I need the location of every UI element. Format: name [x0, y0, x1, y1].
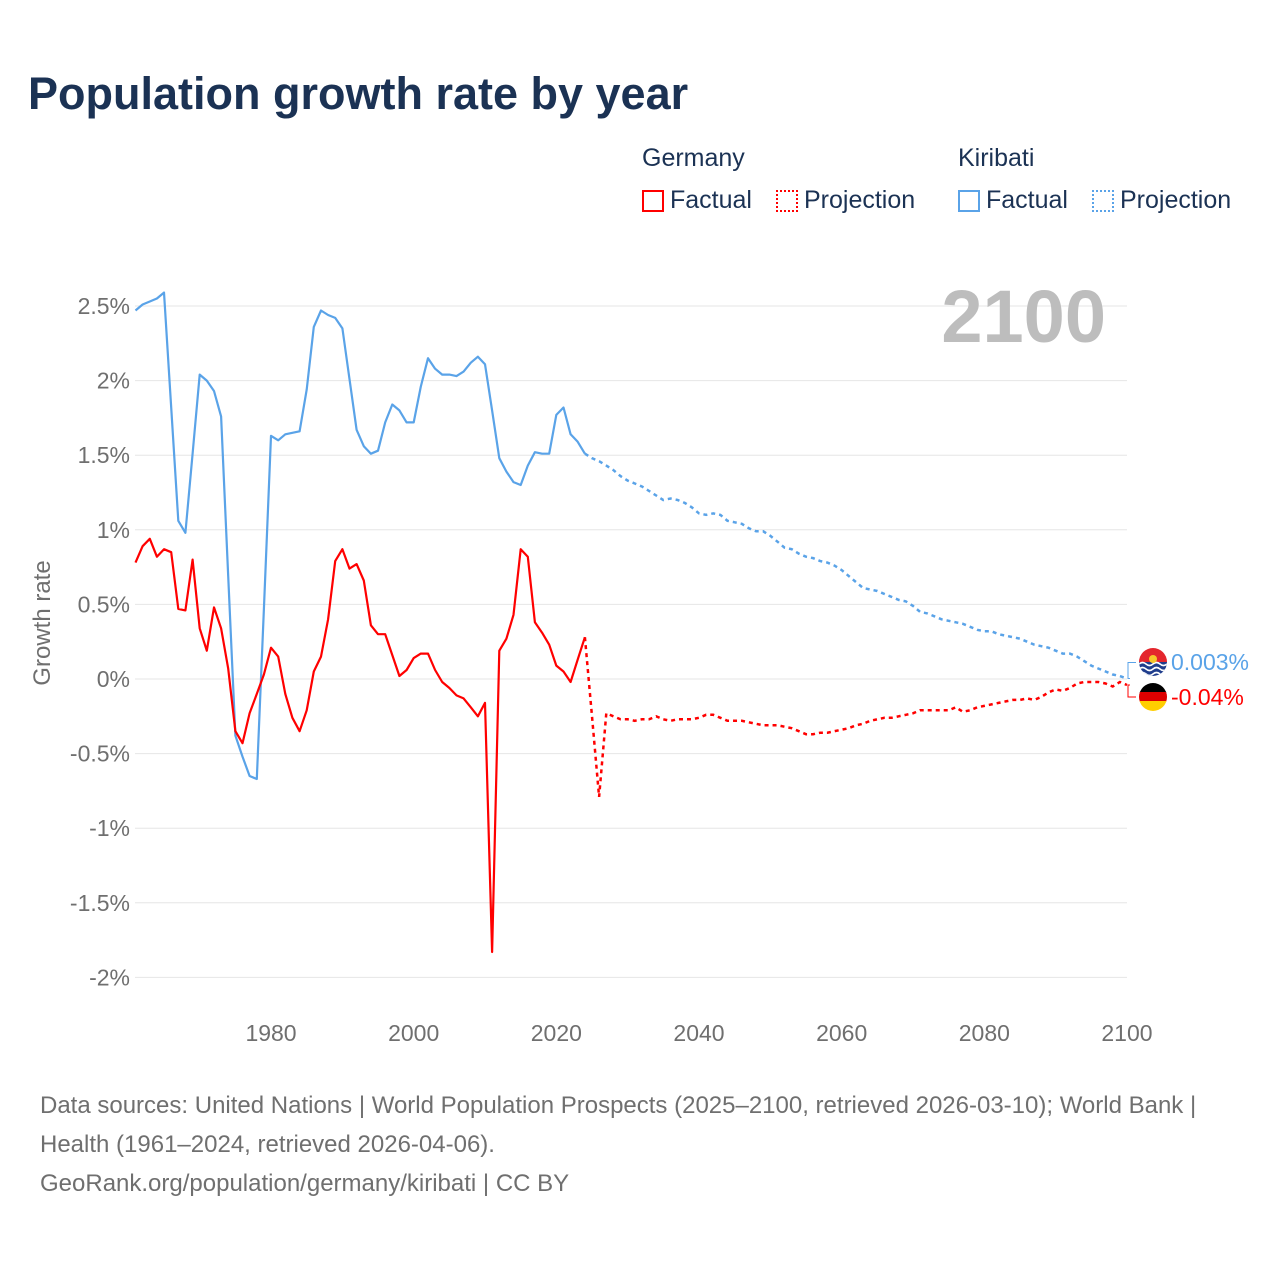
legend-group-kiribati: Kiribati [958, 144, 1035, 172]
y-tick-label: -1% [89, 815, 130, 841]
y-tick-label: 2% [97, 368, 130, 394]
year-watermark: 2100 [941, 275, 1106, 358]
x-tick-label: 2100 [1101, 1020, 1152, 1046]
legend-kiribati-factual[interactable]: Factual [958, 186, 1068, 215]
legend-label: Factual [986, 186, 1068, 214]
y-tick-label: -1.5% [70, 890, 130, 916]
x-tick-label: 2080 [959, 1020, 1010, 1046]
y-tick-label: -2% [89, 964, 130, 990]
x-tick-label: 2020 [531, 1020, 582, 1046]
x-tick-label: 2060 [816, 1020, 867, 1046]
line-chart: 2.5% 2% 1.5% 1% 0.5% 0% -0.5% -1% -1.5% -2% 1980 20… [29, 275, 1249, 1046]
y-tick-label: 2.5% [78, 293, 130, 319]
series-line-kiribati-projection [584, 452, 1128, 680]
legend-label: Projection [1120, 186, 1232, 214]
series-line-germany-projection [583, 637, 1128, 798]
legend-label: Projection [804, 186, 916, 214]
end-label-kiribati: 0.003% [1171, 649, 1249, 675]
y-tick-label: -0.5% [70, 741, 130, 767]
series-line-kiribati-factual [134, 291, 586, 781]
y-tick-label: 1% [97, 517, 130, 543]
chart-title: Population growth rate by year [28, 68, 689, 119]
x-tick-label: 1980 [245, 1020, 296, 1046]
y-tick-label: 1.5% [78, 442, 130, 468]
y-axis-label: Growth rate [29, 560, 56, 685]
footer-credit[interactable]: GeoRank.org/population/germany/kiribati … [40, 1170, 570, 1197]
legend-swatch-solid [642, 189, 664, 212]
legend-kiribati-projection[interactable]: Projection [1092, 186, 1231, 215]
end-label-germany: -0.04% [1171, 684, 1244, 710]
legend-swatch-dotted [1092, 189, 1114, 212]
kiribati-flag-icon [1139, 648, 1167, 676]
y-tick-label: 0% [97, 666, 130, 692]
footer-sources: Data sources: United Nations | World Pop… [40, 1092, 1197, 1158]
x-tick-label: 2000 [388, 1020, 439, 1046]
y-tick-label: 0.5% [78, 591, 130, 617]
legend-group-germany: Germany [642, 144, 745, 172]
legend-germany-factual[interactable]: Factual [642, 186, 752, 215]
legend-label: Factual [670, 186, 752, 214]
legend-germany-projection[interactable]: Projection [776, 186, 915, 215]
germany-flag-icon [1139, 683, 1167, 711]
legend-swatch-dotted [776, 189, 798, 212]
label-connector [1127, 662, 1136, 680]
legend-swatch-solid [958, 189, 980, 212]
series-line-germany-factual [134, 537, 586, 954]
x-tick-label: 2040 [673, 1020, 724, 1046]
label-connector [1127, 684, 1136, 698]
